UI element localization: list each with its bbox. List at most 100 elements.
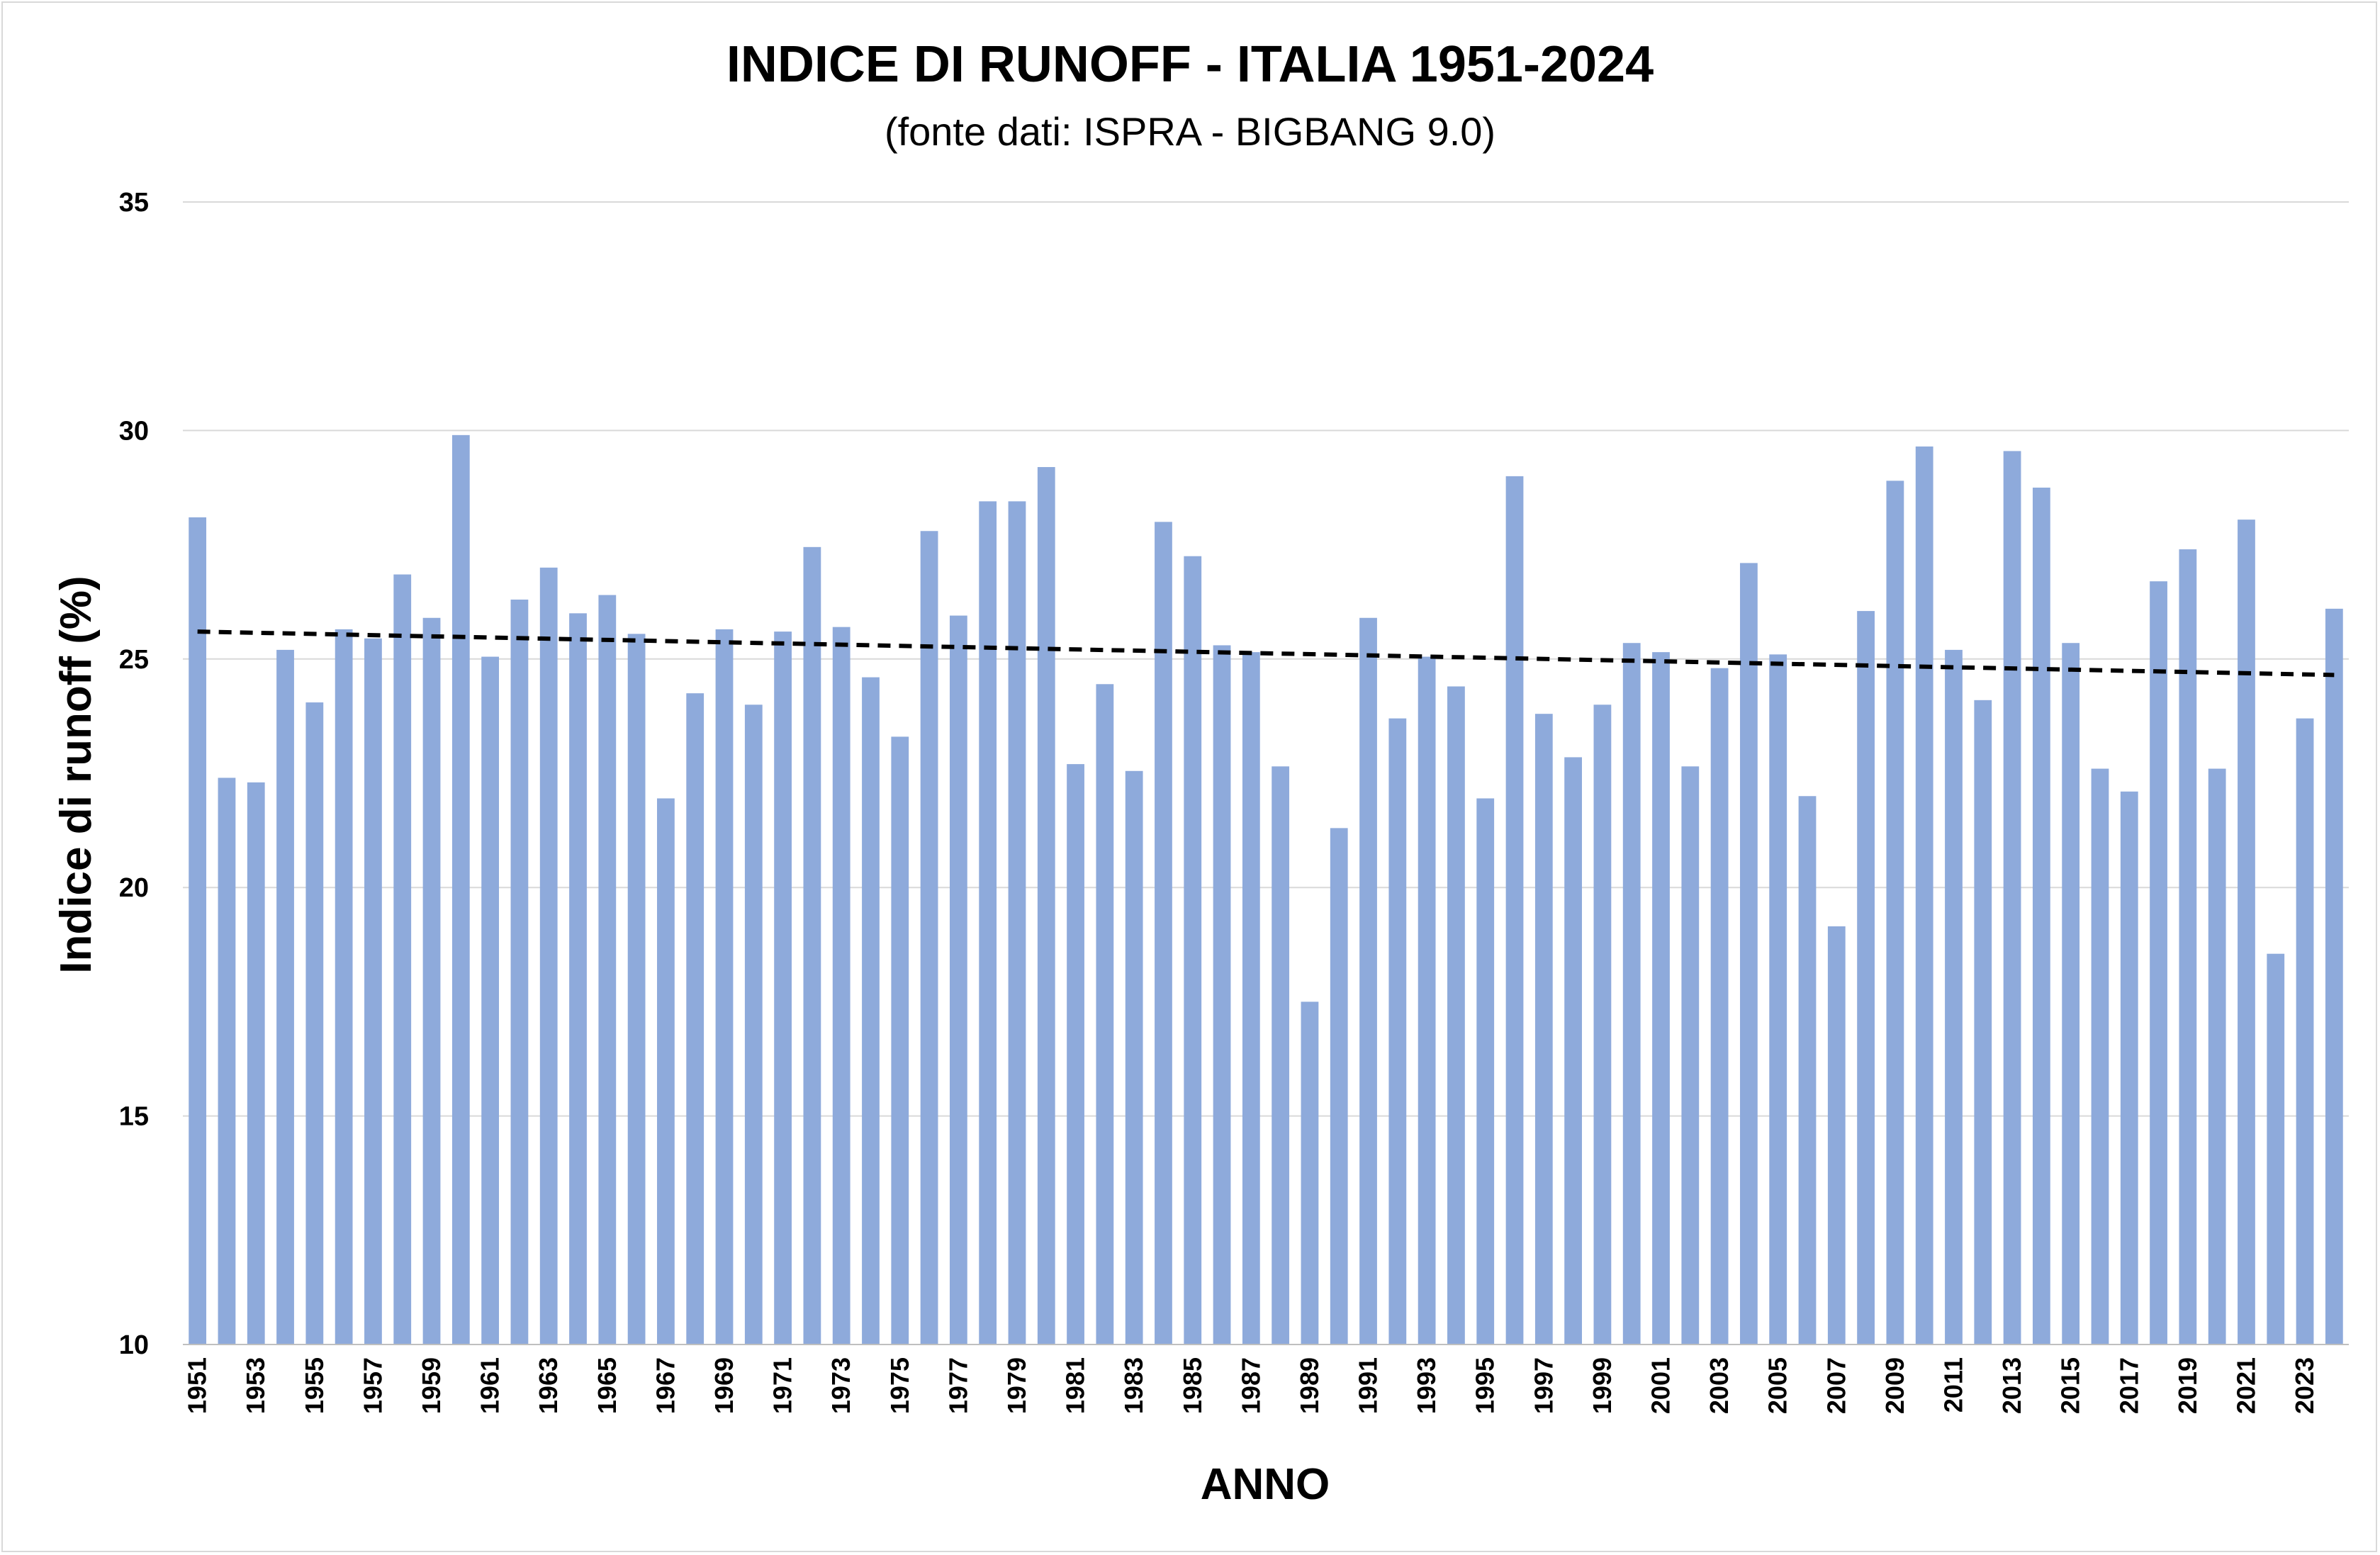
x-axis-ticks: 1951 1953 1955 1957 1959 1961 1963 1965 1967 1969… [183, 1357, 2319, 1414]
x-tick-label-1961: 1961 [476, 1357, 505, 1414]
y-axis-ticks: 10 15 20 25 30 35 [119, 188, 149, 1360]
x-tick-label-1963: 1963 [534, 1357, 563, 1414]
bar-2003 [1710, 668, 1729, 1345]
bar-1987 [1242, 652, 1260, 1345]
x-tick-label-1969: 1969 [709, 1357, 739, 1414]
x-tick-label-2023: 2023 [2290, 1357, 2319, 1414]
bar-1958 [393, 574, 412, 1345]
bar-2020 [2208, 768, 2226, 1345]
x-tick-label-2005: 2005 [1763, 1357, 1792, 1414]
x-tick-label-2015: 2015 [2056, 1357, 2085, 1414]
x-tick-label-1989: 1989 [1295, 1357, 1324, 1414]
bar-1994 [1447, 686, 1465, 1345]
bar-2000 [1622, 643, 1641, 1345]
y-tick-label-30: 30 [119, 416, 149, 446]
x-tick-label-2009: 2009 [1880, 1357, 1909, 1414]
x-tick-label-2011: 2011 [1938, 1357, 1968, 1413]
x-tick-label-2001: 2001 [1646, 1357, 1675, 1414]
bar-1995 [1476, 798, 1495, 1345]
bar-1989 [1301, 1001, 1319, 1345]
bar-1981 [1067, 764, 1084, 1345]
bar-1953 [247, 782, 265, 1345]
bar-1979 [1008, 501, 1026, 1345]
bar-1961 [481, 656, 500, 1345]
y-tick-label-10: 10 [119, 1330, 149, 1360]
bar-2017 [2120, 791, 2138, 1345]
bar-1969 [715, 629, 734, 1345]
x-tick-label-2019: 2019 [2173, 1357, 2202, 1414]
x-tick-label-2021: 2021 [2231, 1357, 2260, 1414]
y-tick-label-15: 15 [119, 1102, 149, 1132]
bar-1982 [1096, 684, 1114, 1345]
bar-1978 [979, 501, 997, 1345]
bar-1955 [305, 702, 324, 1345]
bar-2007 [1827, 926, 1846, 1345]
bar-1964 [569, 613, 587, 1345]
x-tick-label-1995: 1995 [1471, 1357, 1500, 1414]
bar-1977 [949, 615, 967, 1345]
y-tick-label-35: 35 [119, 188, 149, 218]
bar-2023 [2296, 718, 2314, 1345]
bar-1960 [451, 434, 470, 1345]
bar-1974 [862, 677, 880, 1345]
bar-1951 [189, 517, 207, 1345]
bar-1963 [539, 567, 558, 1345]
chart-title: INDICE DI RUNOFF - ITALIA 1951-2024 [726, 36, 1654, 93]
bar-1968 [686, 693, 705, 1345]
bar-1967 [657, 798, 675, 1345]
bar-1999 [1593, 704, 1612, 1345]
bar-2024 [2325, 608, 2343, 1345]
bar-2015 [2062, 643, 2080, 1345]
x-tick-label-1981: 1981 [1061, 1357, 1090, 1414]
bar-2013 [2003, 451, 2021, 1345]
bar-1991 [1359, 617, 1377, 1345]
y-tick-label-20: 20 [119, 873, 149, 903]
x-axis-title: ANNO [1201, 1460, 1330, 1509]
bar-1996 [1505, 476, 1524, 1345]
x-tick-label-2007: 2007 [1822, 1357, 1851, 1414]
bar-2019 [2179, 549, 2197, 1345]
bar-1954 [276, 649, 294, 1345]
x-tick-label-1973: 1973 [826, 1357, 855, 1414]
bar-2014 [2032, 488, 2050, 1345]
bar-2002 [1681, 766, 1700, 1345]
bar-1971 [774, 631, 792, 1345]
bar-2022 [2267, 953, 2285, 1345]
chart-subtitle: (fonte dati: ISPRA - BIGBANG 9.0) [885, 109, 1495, 154]
x-tick-label-1977: 1977 [943, 1357, 972, 1414]
bar-2018 [2150, 581, 2167, 1345]
x-tick-label-1967: 1967 [651, 1357, 680, 1414]
bar-2005 [1769, 654, 1787, 1345]
bar-1962 [510, 599, 529, 1345]
bar-1973 [832, 627, 851, 1345]
bar-1993 [1418, 656, 1436, 1345]
bar-2006 [1798, 796, 1817, 1345]
x-tick-label-1955: 1955 [300, 1357, 329, 1414]
y-axis-title: Indice di runoff (%) [52, 576, 101, 973]
x-tick-label-1993: 1993 [1412, 1357, 1441, 1414]
x-tick-label-1965: 1965 [593, 1357, 622, 1414]
bar-1976 [920, 531, 938, 1345]
bar-1980 [1037, 466, 1055, 1345]
bar-1972 [803, 546, 821, 1345]
gridlines [183, 201, 2349, 1117]
bar-1975 [891, 736, 909, 1345]
x-tick-label-1953: 1953 [241, 1357, 270, 1414]
bar-1959 [422, 617, 441, 1345]
bar-1965 [598, 595, 617, 1345]
bar-2016 [2091, 768, 2109, 1345]
x-tick-label-1999: 1999 [1588, 1357, 1617, 1414]
bar-2004 [1740, 563, 1758, 1345]
bar-2011 [1945, 649, 1963, 1345]
bar-2021 [2238, 520, 2255, 1345]
bar-1992 [1388, 718, 1407, 1345]
x-tick-label-1975: 1975 [885, 1357, 914, 1414]
bar-1984 [1155, 522, 1172, 1345]
bar-1998 [1564, 757, 1583, 1345]
x-tick-label-1957: 1957 [358, 1357, 387, 1414]
bar-1990 [1330, 828, 1348, 1345]
bar-1986 [1213, 645, 1231, 1345]
bar-1952 [218, 778, 236, 1345]
bar-2009 [1886, 481, 1904, 1345]
